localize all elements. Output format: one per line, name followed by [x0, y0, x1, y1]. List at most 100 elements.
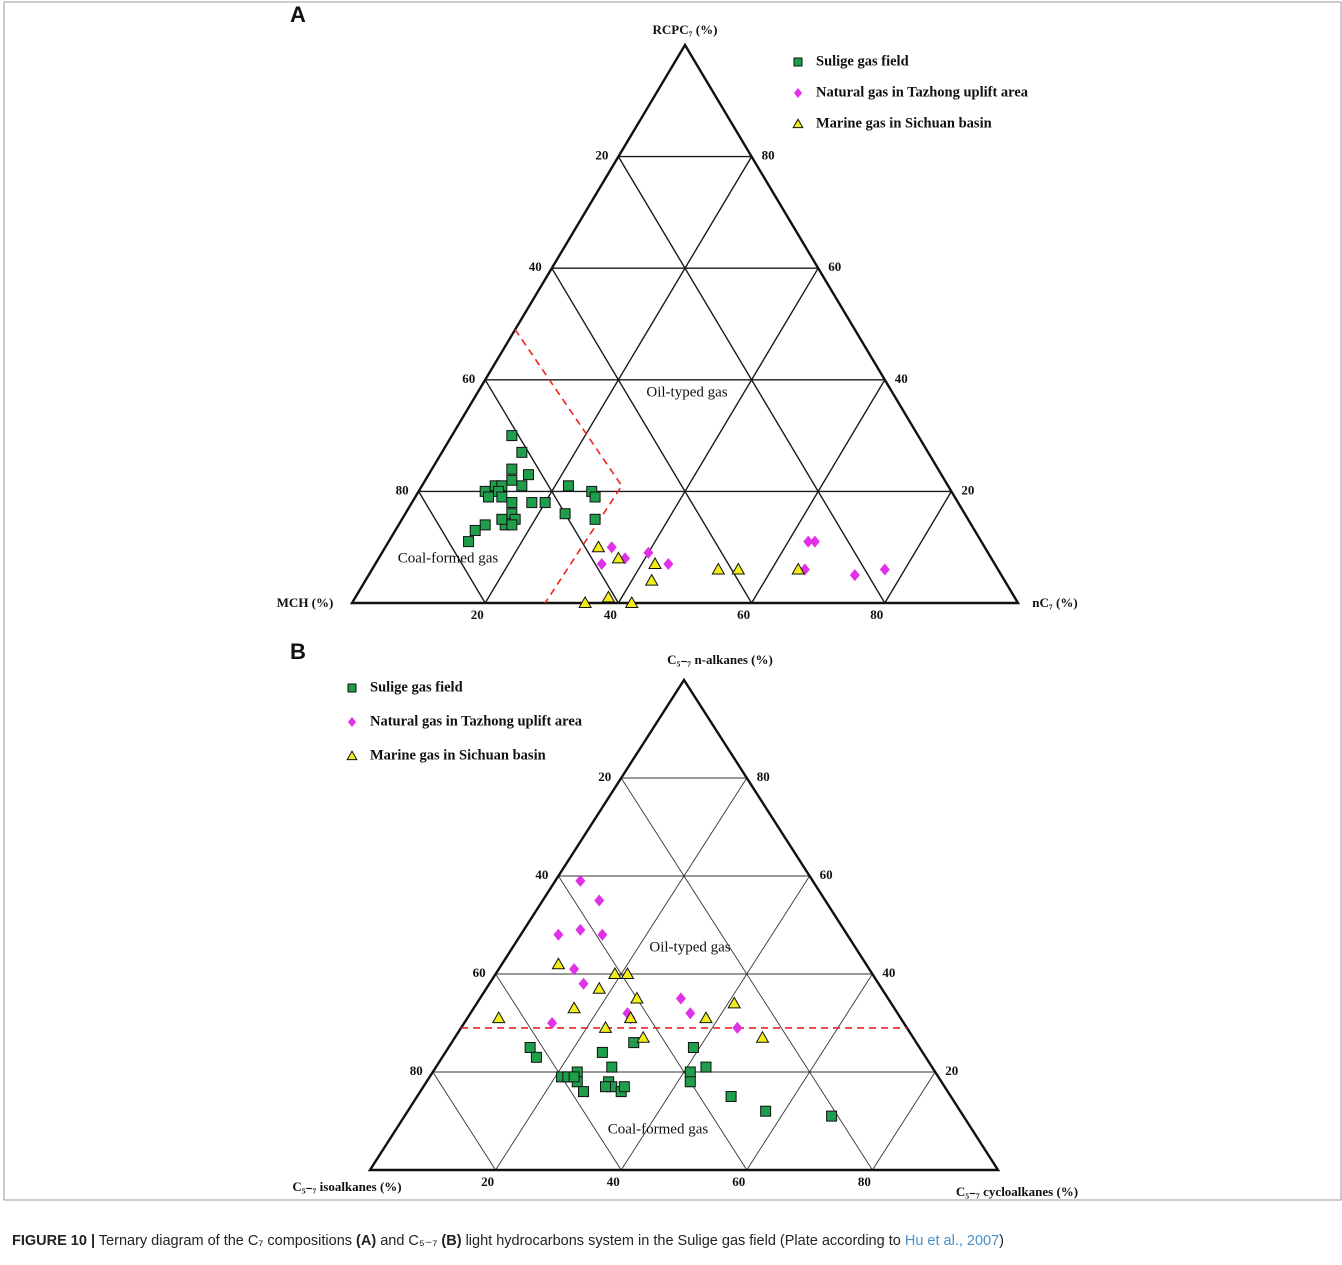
grid-line	[495, 777, 748, 1171]
legend-label: Sulige gas field	[816, 53, 909, 69]
marker-triangle	[601, 590, 616, 603]
tick-label: 40	[529, 259, 542, 274]
axis-title: C₅₋₇ isoalkanes (%)	[292, 1179, 401, 1194]
legend-label: Sulige gas field	[370, 679, 463, 695]
legend-label: Marine gas in Sichuan basin	[816, 115, 992, 131]
tick-label: 40	[535, 867, 548, 882]
marker-square	[522, 469, 534, 481]
marker-diamond	[809, 535, 820, 548]
axis-title: C₅₋₇ n-alkanes (%)	[667, 652, 773, 667]
annotation: Oil-typed gas	[646, 384, 727, 400]
marker-square	[506, 430, 518, 442]
grid-line	[484, 156, 753, 604]
marker-square	[687, 1042, 699, 1053]
boundary-line	[514, 329, 623, 604]
marker-triangle	[711, 562, 726, 575]
marker-square	[700, 1061, 712, 1073]
marker-triangle	[699, 1011, 713, 1024]
marker-diamond	[348, 717, 356, 727]
marker-diamond	[675, 992, 686, 1005]
marker-square	[496, 491, 508, 503]
marker-triangle	[623, 1011, 638, 1024]
legend-label: Natural gas in Tazhong uplift area	[370, 713, 583, 729]
marker-triangle	[630, 991, 644, 1004]
marker-triangle	[611, 551, 626, 564]
tick-label: 60	[828, 259, 841, 274]
marker-triangle	[608, 966, 622, 979]
marker-diamond	[685, 1007, 696, 1020]
tick-label: 80	[396, 482, 409, 497]
marker-triangle	[755, 1030, 770, 1043]
marker-square	[479, 519, 491, 531]
marker-square	[760, 1105, 772, 1117]
marker-triangle	[346, 750, 358, 761]
grid-line	[617, 267, 819, 604]
marker-diamond	[553, 928, 564, 941]
caption-part: )	[999, 1233, 1005, 1249]
marker-square	[684, 1066, 696, 1078]
caption-part: light hydrocarbons system in the Sulige …	[461, 1233, 905, 1249]
marker-square	[600, 1081, 611, 1093]
tick-label: 80	[757, 769, 770, 784]
marker-square	[826, 1110, 838, 1122]
grid-line	[884, 491, 953, 604]
marker-square	[516, 446, 528, 458]
marker-triangle	[578, 595, 592, 608]
marker-diamond	[794, 88, 802, 98]
tick-label: 60	[462, 371, 475, 386]
marker-diamond	[663, 557, 674, 570]
marker-triangle	[648, 556, 662, 569]
grid-line	[750, 379, 886, 604]
grid-line	[432, 1071, 496, 1171]
marker-square	[483, 491, 495, 503]
tick-label: 60	[820, 867, 833, 882]
marker-square	[347, 683, 357, 693]
marker-square	[618, 1081, 630, 1093]
marker-diamond	[849, 569, 860, 582]
marker-triangle	[567, 1001, 581, 1014]
caption-link[interactable]: Hu et al., 2007	[904, 1233, 1000, 1249]
marker-square	[578, 1086, 590, 1098]
marker-triangle	[791, 562, 806, 575]
marker-diamond	[596, 557, 607, 570]
marker-triangle	[636, 1030, 651, 1043]
marker-triangle	[591, 540, 606, 553]
axis-title: C₅₋₇ cycloalkanes (%)	[956, 1184, 1078, 1199]
triangle-frame	[349, 42, 1021, 605]
marker-triangle	[491, 1011, 506, 1024]
caption-part: (A)	[356, 1233, 377, 1249]
marker-triangle	[644, 573, 659, 586]
marker-diamond	[643, 546, 654, 559]
grid-line	[417, 491, 486, 604]
marker-diamond	[597, 928, 608, 941]
marker-square	[516, 480, 528, 492]
tick-label: 60	[732, 1174, 745, 1189]
marker-square	[526, 497, 538, 509]
marker-square	[463, 536, 475, 548]
legend-label: Natural gas in Tazhong uplift area	[816, 84, 1029, 100]
marker-square	[530, 1051, 542, 1063]
marker-diamond	[803, 535, 814, 548]
marker-triangle	[624, 595, 639, 608]
tick-label: 40	[882, 965, 895, 980]
grid-line	[746, 973, 873, 1171]
marker-diamond	[547, 1017, 558, 1029]
marker-triangle	[598, 1020, 613, 1033]
tick-label: 40	[895, 371, 908, 386]
tick-label: 40	[607, 1174, 620, 1189]
marker-square	[793, 57, 803, 67]
marker-diamond	[578, 977, 589, 990]
tick-label: 80	[762, 148, 775, 163]
caption-part: (B)	[441, 1233, 462, 1249]
marker-square	[506, 497, 518, 509]
marker-diamond	[594, 894, 605, 907]
axis-title: nC₇ (%)	[1032, 595, 1077, 610]
legend-label: Marine gas in Sichuan basin	[370, 747, 546, 763]
marker-square	[606, 1061, 618, 1073]
marker-square	[559, 508, 571, 520]
marker-diamond	[732, 1021, 743, 1034]
tick-label: 60	[737, 607, 750, 622]
marker-square	[469, 524, 481, 536]
tick-label: 20	[961, 482, 974, 497]
caption-part: FIGURE 10 |	[12, 1233, 96, 1249]
